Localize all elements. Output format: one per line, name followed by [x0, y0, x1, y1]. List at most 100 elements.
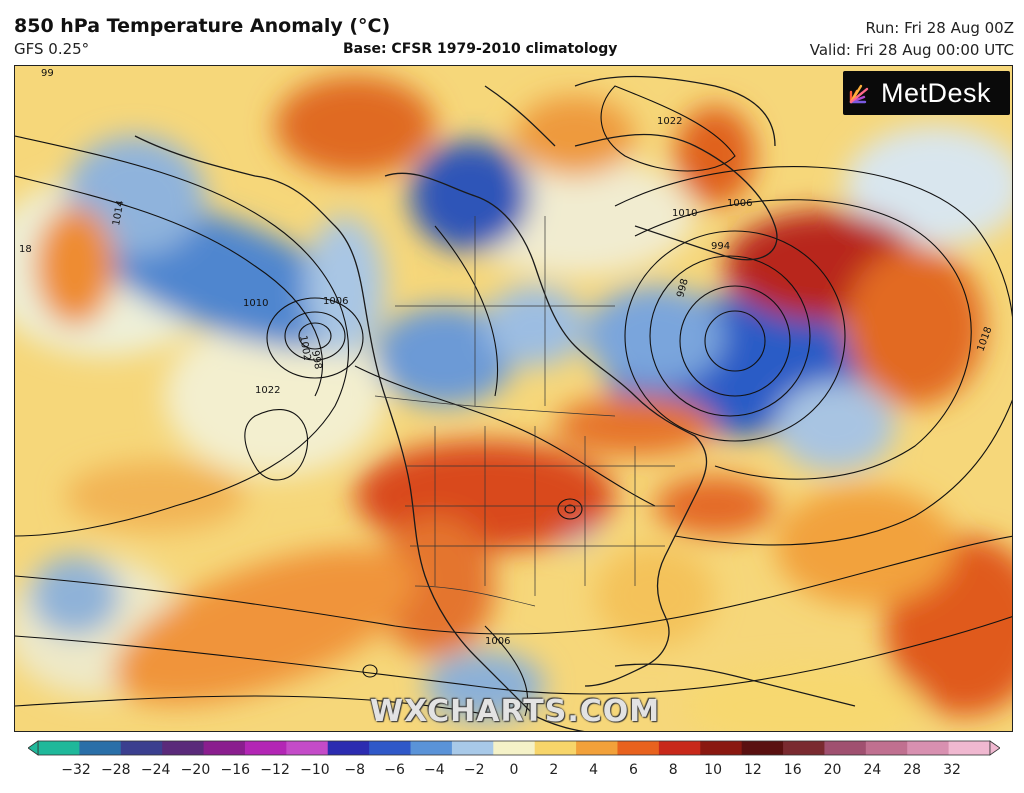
chart-header: 850 hPa Temperature Anomaly (°C) GFS 0.2… — [0, 0, 1024, 66]
colorbar-tick-label: 24 — [863, 762, 882, 778]
anomaly-map: 1010 1014 1006 1002 998 1022 1010 1006 9… — [14, 65, 1013, 732]
isobar-line — [624, 230, 846, 442]
colorbar-tick-label: 32 — [943, 762, 961, 778]
colorbar — [28, 740, 1000, 756]
colorbar-tick-label: 6 — [628, 762, 638, 778]
colorbar-segment — [700, 741, 743, 755]
colorbar-segment — [948, 741, 991, 755]
colorbar-tick-label: 8 — [668, 762, 678, 778]
colorbar-segment — [120, 741, 163, 755]
colorbar-segment — [493, 741, 536, 755]
colorbar-segment — [741, 741, 784, 755]
colorbar-segment — [369, 741, 412, 755]
isobar-line — [266, 297, 364, 379]
isobar-line — [674, 399, 1012, 546]
isobar-label: 994 — [711, 241, 730, 252]
run-time-label: Run: Fri 28 Aug 00Z — [865, 19, 1015, 37]
sunburst-icon — [849, 84, 869, 104]
map-canvas: 1010 1014 1006 1002 998 1022 1010 1006 9… — [15, 66, 1012, 731]
colorbar-tick-label: −20 — [180, 762, 211, 778]
isobar-label: 1022 — [657, 116, 682, 127]
colorbar-segment — [617, 741, 660, 755]
colorbar-segment — [907, 741, 950, 755]
isobar-line — [564, 504, 576, 514]
border-path — [414, 585, 536, 607]
isobar-line — [15, 175, 323, 397]
isobar-line — [15, 616, 1012, 695]
colorbar-tick-label: 28 — [903, 762, 922, 778]
colorbar-segment — [79, 741, 122, 755]
isobar-line — [15, 535, 1012, 635]
isobar-label: 1002 — [297, 335, 312, 362]
anomaly-field — [15, 76, 1012, 731]
isobar-line — [557, 498, 583, 520]
colorbar-segment — [534, 741, 577, 755]
isobar-line — [600, 85, 736, 172]
colorbar-tick-label: −12 — [260, 762, 290, 778]
colorbar-tick-label: −24 — [140, 762, 171, 778]
political-borders — [374, 216, 675, 607]
isobar-label: 1010 — [243, 298, 268, 309]
colorbar-segment — [576, 741, 618, 755]
isobar-label: 18 — [19, 244, 32, 255]
valid-time-label: Valid: Fri 28 Aug 00:00 UTC — [809, 41, 1014, 59]
colorbar-tick-label: −6 — [384, 762, 405, 778]
colorbar-segment — [824, 741, 867, 755]
isobar-line — [284, 311, 346, 361]
coastlines — [134, 75, 856, 731]
isobar-lines — [15, 85, 1012, 717]
colorbar-segments — [38, 741, 991, 755]
border-path — [405, 465, 675, 547]
metdesk-logo: MetDesk — [843, 71, 1010, 115]
isobar-label: 1014 — [111, 200, 126, 227]
isobar-line — [634, 199, 972, 480]
border-path — [374, 395, 616, 417]
colorbar-left-arrow — [28, 740, 39, 756]
coastline-path — [574, 75, 776, 147]
colorbar-segment — [410, 741, 453, 755]
isobar-line — [362, 664, 378, 678]
colorbar-tick-label: −2 — [463, 762, 485, 778]
isobar-label: 99 — [41, 68, 54, 79]
base-climatology-label: Base: CFSR 1979-2010 climatology — [343, 41, 618, 57]
colorbar-tick-label: −16 — [220, 762, 251, 778]
coastline-path — [614, 663, 856, 707]
isobar-line — [298, 322, 332, 350]
colorbar-segment — [783, 741, 825, 755]
isobar-label: 1006 — [323, 296, 348, 307]
isobar-label: 1010 — [672, 208, 697, 219]
colorbar-tick-label: −8 — [344, 762, 366, 778]
coastline-path — [484, 85, 556, 147]
isobar-line — [434, 225, 498, 397]
colorbar-segment — [327, 741, 370, 755]
colorbar-segment — [658, 741, 701, 755]
isobar-label: 1006 — [727, 198, 752, 209]
logo-wordmark: MetDesk — [881, 77, 992, 108]
colorbar-tick-label: 16 — [783, 762, 802, 778]
isobar-label: 998 — [309, 350, 323, 371]
colorbar-tick-label: −32 — [61, 762, 91, 778]
colorbar-segment — [38, 741, 80, 755]
model-label: GFS 0.25° — [14, 40, 90, 58]
colorbar-segment — [244, 741, 287, 755]
colorbar-tick-label: 12 — [743, 762, 762, 778]
colorbar-segment — [203, 741, 246, 755]
isobar-line — [614, 166, 1012, 318]
isobar-line — [679, 285, 791, 397]
chart-title: 850 hPa Temperature Anomaly (°C) — [14, 15, 391, 37]
isobar-line — [484, 625, 529, 717]
isobar-label: 1006 — [485, 636, 510, 647]
coastline-path — [134, 135, 585, 731]
coastline-path — [384, 172, 708, 687]
colorbar-segment — [162, 741, 205, 755]
isobar-label: 998 — [675, 277, 691, 298]
colorbar-tick-label: −28 — [101, 762, 131, 778]
colorbar-tick-label: 2 — [549, 762, 559, 778]
isobar-label: 1022 — [255, 385, 280, 396]
isobar-line — [15, 695, 496, 717]
colorbar-tick-labels: −32 −28 −24 −20 −16 −12 −10 −8 −6 −4 −2 0 2 4 6 8 10 12 16… — [0, 759, 1024, 783]
isobar-line — [15, 135, 350, 537]
colorbar-tick-label: −4 — [424, 762, 445, 778]
isobar-line — [649, 255, 811, 417]
isobar-line — [244, 409, 309, 481]
